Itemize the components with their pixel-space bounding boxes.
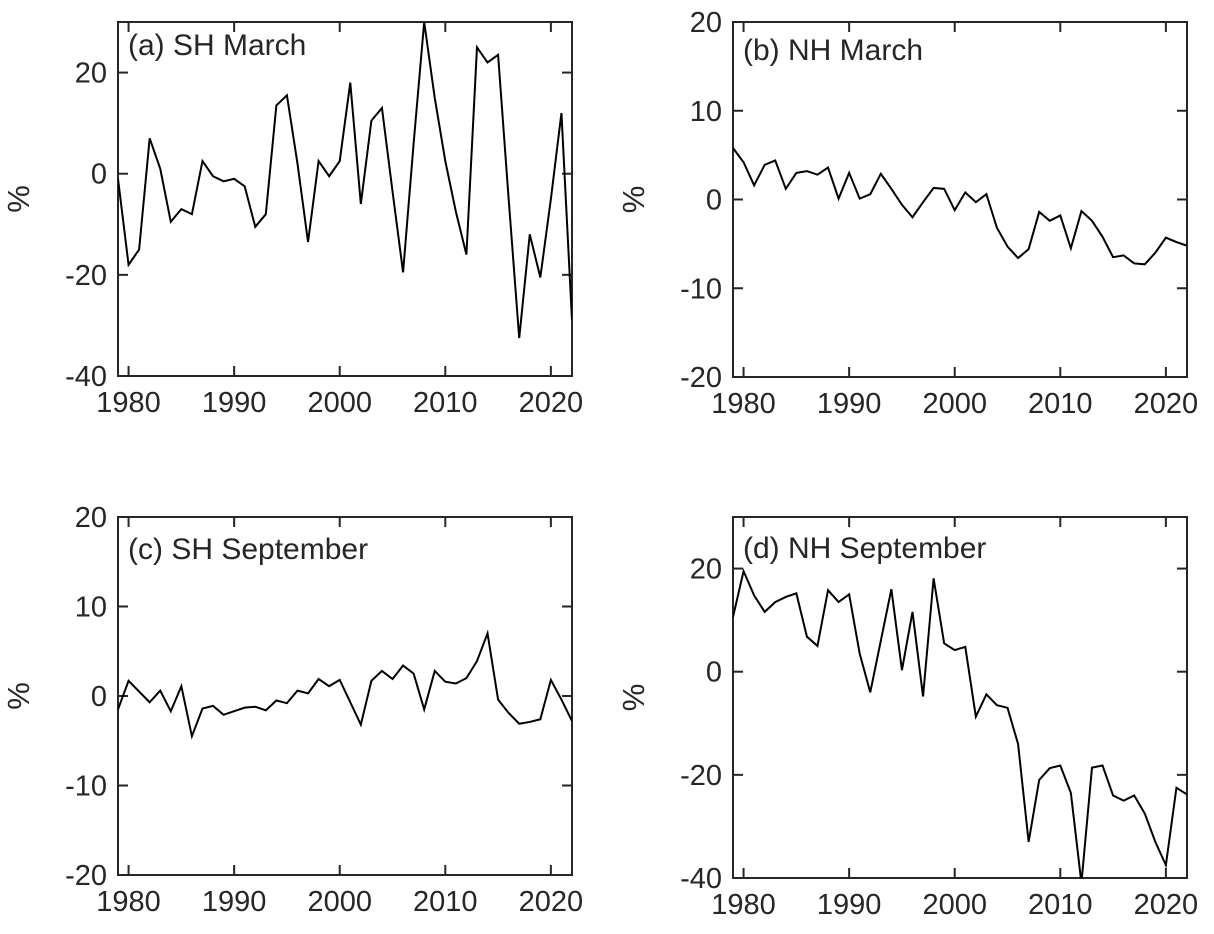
panel-d-axes-box	[732, 516, 1188, 879]
panel-a-data-line	[118, 22, 572, 339]
panel-a-ytick-label: -20	[65, 260, 107, 292]
panel-c-xtick-label: 1990	[202, 886, 267, 918]
panel-c-title: (c) SH September	[128, 533, 368, 566]
panel-c-ytick-label: -10	[65, 771, 107, 803]
panel-c-xtick-label: 2020	[519, 886, 584, 918]
panel-b-ytick-label: 10	[690, 96, 722, 128]
panel-c-axes-box	[117, 516, 573, 876]
panel-d-ylabel: %	[616, 684, 651, 712]
panel-d-ytick-label: -20	[680, 760, 722, 792]
panel-b-ytick-label: -20	[680, 362, 722, 394]
panel-b-xtick-label: 2020	[1134, 388, 1199, 420]
panel-c-xtick-label: 2000	[307, 886, 372, 918]
panel-b-ytick-label: 0	[706, 185, 722, 217]
panel-b-ytick-label: 20	[690, 7, 722, 39]
panel-c-data-line	[118, 629, 572, 740]
panel-d: 1980 1990 2000 2010 2020 -40 -20 0 20 (d) NH Sept…	[616, 516, 1199, 921]
panel-a-xtick-label: 1980	[96, 387, 161, 419]
panel-c-ytick-label: 20	[75, 502, 107, 534]
panel-b-ytick-label: -10	[680, 273, 722, 305]
panel-a-xtick-label: 2010	[413, 387, 478, 419]
panel-b-title: (b) NH March	[743, 34, 923, 67]
panel-b-xtick-label: 2010	[1028, 388, 1093, 420]
panel-a-xtick-label: 1990	[202, 387, 267, 419]
panel-c-xtick-label: 1980	[96, 886, 161, 918]
panel-b-xtick-label: 1990	[817, 388, 882, 420]
panel-c: 1980 1990 2000 2010 2020 -20 -10 0 10 20 (c) SH Se…	[1, 502, 583, 918]
panel-a-ytick-label: 0	[91, 159, 107, 191]
panel-b-xtick-label: 2000	[922, 388, 987, 420]
panel-d-xtick-label: 1980	[711, 889, 776, 921]
panel-c-xtick-label: 2010	[413, 886, 478, 918]
panel-d-title: (d) NH September	[743, 532, 986, 565]
panel-d-xtick-label: 1990	[817, 889, 882, 921]
panel-c-ytick-label: 0	[91, 681, 107, 713]
panel-a-ylabel: %	[1, 185, 36, 213]
panel-d-ytick-label: -40	[680, 863, 722, 895]
panel-a-ytick-label: -40	[65, 361, 107, 393]
panel-a: 1980 1990 2000 2010 2020 -40 -20 0 20 (a) SH Marc…	[1, 21, 584, 419]
panel-d-xtick-label: 2000	[922, 889, 987, 921]
panel-b-xtick-label: 1980	[711, 388, 776, 420]
panel-b: 1980 1990 2000 2010 2020 -20 -10 0 10 20 (b) NH Ma…	[616, 7, 1198, 420]
panel-d-xtick-label: 2020	[1134, 889, 1199, 921]
panel-b-data-line	[733, 147, 1187, 266]
panel-a-axes-box	[117, 21, 573, 377]
panel-a-title: (a) SH March	[128, 29, 306, 62]
panel-a-ytick-label: 20	[75, 58, 107, 90]
panel-c-ytick-label: -20	[65, 860, 107, 892]
panel-b-ylabel: %	[616, 186, 651, 214]
panel-c-ylabel: %	[1, 682, 36, 710]
panel-c-ytick-label: 10	[75, 592, 107, 624]
panel-d-data-line	[733, 567, 1187, 878]
panel-d-ytick-label: 0	[706, 657, 722, 689]
panel-a-xtick-label: 2000	[307, 387, 372, 419]
panel-d-ytick-label: 20	[690, 554, 722, 586]
panel-d-xtick-label: 2010	[1028, 889, 1093, 921]
panel-a-xtick-label: 2020	[519, 387, 584, 419]
